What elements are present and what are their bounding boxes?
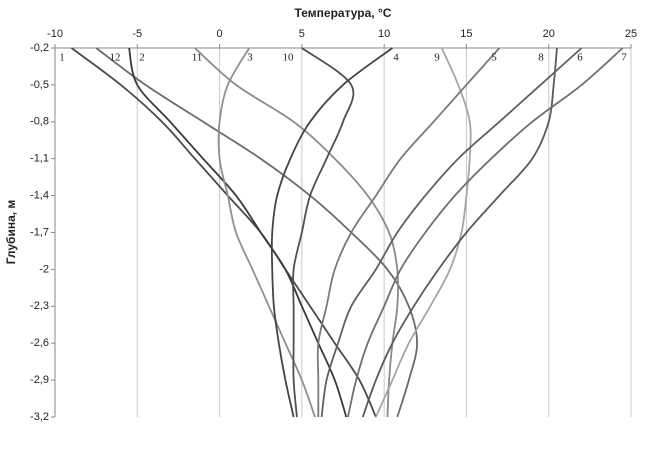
temperature-curve — [128, 47, 348, 418]
y-tick-label: -0,5 — [30, 79, 49, 91]
y-tick-label: -0,8 — [30, 116, 49, 128]
x-tick-label: 25 — [625, 28, 637, 40]
temperature-curve — [316, 47, 501, 417]
series-label: 3 — [247, 52, 253, 64]
series-label: 9 — [434, 52, 440, 64]
temperature-curve — [375, 47, 472, 418]
series-label: 1 — [59, 52, 65, 64]
x-tick-label: 20 — [543, 28, 555, 40]
series-label: 8 — [538, 52, 544, 64]
series-label: 7 — [621, 52, 627, 64]
series-label: 11 — [192, 52, 203, 64]
y-tick-label: -2,3 — [30, 300, 49, 312]
series-label: 4 — [393, 52, 399, 64]
y-axis-title: Глубина, м — [4, 200, 18, 265]
y-tick-label: -0,2 — [30, 42, 49, 54]
x-axis-title: Температура, °С — [295, 6, 392, 20]
series-label: 12 — [110, 52, 121, 64]
x-tick-label: 5 — [299, 28, 305, 40]
y-tick-label: -2 — [39, 263, 49, 275]
x-tick-label: -5 — [132, 28, 142, 40]
x-tick-label: 0 — [217, 28, 223, 40]
y-tick-label: -2,9 — [30, 374, 49, 386]
temperature-curve — [292, 47, 355, 418]
temperature-curve — [70, 47, 377, 418]
y-tick-label: -2,6 — [30, 337, 49, 349]
y-tick-label: -1,7 — [30, 226, 49, 238]
temperature-curve — [361, 47, 558, 418]
y-tick-label: -1,1 — [30, 153, 49, 165]
series-label: 5 — [491, 52, 497, 64]
x-tick-label: 10 — [378, 28, 390, 40]
temperature-curve — [347, 47, 624, 418]
series-label: 10 — [283, 52, 295, 64]
temperature-curve — [270, 47, 393, 418]
x-tick-label: -10 — [47, 28, 63, 40]
series-label: 6 — [577, 52, 583, 64]
temperature-curve — [95, 47, 418, 418]
temperature-curve — [320, 47, 583, 418]
temperature-curve — [194, 47, 400, 418]
y-tick-label: -1,4 — [30, 190, 49, 202]
temperature-curve — [217, 47, 316, 418]
series-label: 2 — [139, 52, 145, 64]
x-tick-label: 15 — [460, 28, 472, 40]
y-tick-label: -3,2 — [30, 411, 49, 423]
